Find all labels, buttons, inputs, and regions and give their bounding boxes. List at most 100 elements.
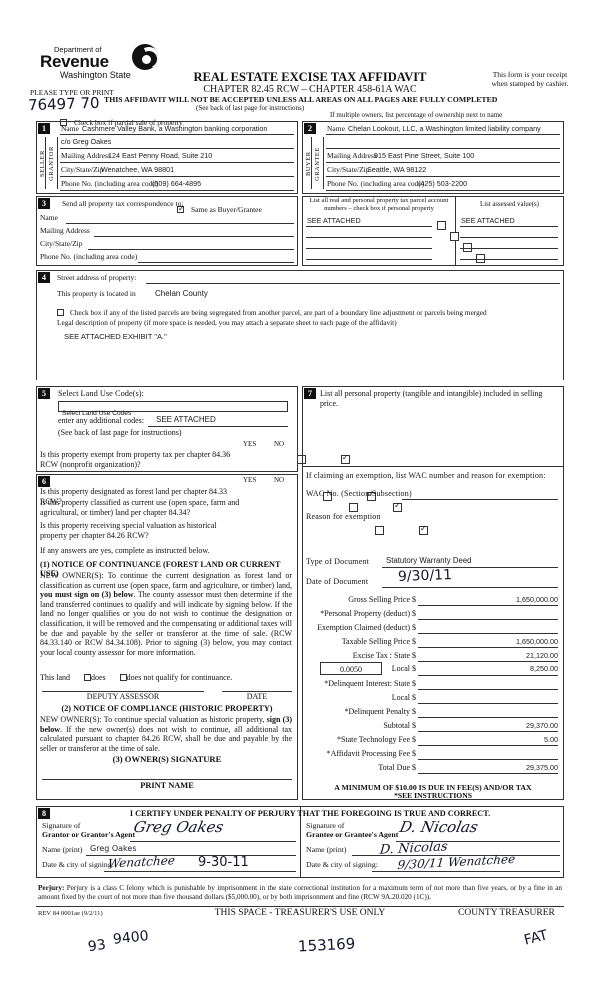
section-8-divider [300, 806, 301, 878]
grantor-signature-rule [130, 840, 296, 842]
buyer-city-value[interactable]: Seattle, WA 98122 [367, 165, 427, 174]
amount-rule-10 [418, 744, 558, 746]
same-as-buyer-label: Same as Buyer/Grantee [191, 205, 262, 214]
amount-value-10[interactable]: 5.00 [544, 735, 558, 744]
amount-label-7: Local [391, 693, 410, 702]
amount-value-3[interactable]: 1,650,000.00 [516, 637, 558, 646]
owner-signature-rule[interactable] [42, 778, 292, 780]
buyer-mailing-value[interactable]: 915 East Pine Street, Suite 100 [374, 151, 475, 160]
date-of-document-value[interactable]: 9/30/11 [397, 567, 453, 585]
section-5-number: 5 [38, 388, 50, 399]
located-in-label: This property is located in [57, 289, 136, 298]
certify-statement: I CERTIFY UNDER PENALTY OF PERJURY THAT … [129, 809, 491, 818]
historic-valuation-no-checkbox[interactable] [419, 524, 428, 535]
section-2-box [302, 121, 564, 194]
land-use-see-back: (See back of last page for instructions) [58, 428, 182, 437]
this-land-row[interactable]: This land does does not qualify for cont… [40, 667, 232, 685]
grantee-name-rule [352, 854, 560, 856]
corr-phone-label: Phone No. (including area code) [40, 252, 138, 261]
seller-side-rail [45, 137, 58, 189]
amount-value-5[interactable]: 8,250.00 [530, 664, 558, 673]
grantor-date-rule [104, 870, 296, 872]
deputy-assessor-rule [42, 690, 204, 692]
grantee-signature[interactable]: D. Nicolas [398, 818, 480, 836]
dollar-sign-11: $ [412, 749, 416, 758]
local-rate-box[interactable]: 0.0050 [320, 662, 382, 675]
seller-city-value[interactable]: Wenatchee, WA 98801 [101, 165, 175, 174]
seller-care-of-value[interactable]: c/o Greg Oakes [61, 137, 112, 146]
amount-rule-12 [418, 772, 558, 774]
local-rate-value: 0.0050 [340, 665, 362, 674]
buyer-side-rail [311, 137, 324, 189]
grantor-signature[interactable]: Greg Oakes [132, 818, 226, 836]
historic-valuation-question: Is this property receiving special valua… [40, 521, 217, 540]
parcel-value-0[interactable]: SEE ATTACHED [307, 216, 361, 225]
personal-property-value[interactable] [320, 412, 556, 462]
affidavit-notice: THIS AFFIDAVIT WILL NOT BE ACCEPTED UNLE… [104, 95, 498, 104]
current-use-no-checkbox[interactable] [393, 501, 402, 512]
segregated-checkbox[interactable] [57, 309, 64, 316]
section6-no-label: NO [274, 476, 285, 484]
current-use-question: Is this property classified as current u… [40, 498, 240, 517]
section5-no-label: NO [274, 440, 285, 448]
land-use-dropdown[interactable]: Select Land Use Codes [58, 401, 288, 417]
same-as-buyer-checkbox[interactable] [177, 204, 185, 213]
amount-value-4[interactable]: 21,120.00 [526, 651, 558, 660]
buyer-phone-value[interactable]: (425) 503-2200 [418, 179, 468, 188]
seller-name-value[interactable]: Cashmere Valley Bank, a Washington banki… [82, 124, 268, 133]
amount-label-5: Local [391, 664, 410, 673]
section-1-box [36, 121, 298, 194]
additional-codes-value[interactable]: SEE ATTACHED [156, 415, 216, 424]
seller-phone-value[interactable]: (509) 664-4895 [152, 179, 202, 188]
current-use-yes-checkbox[interactable] [349, 503, 358, 512]
grantor-date-value[interactable]: 9-30-11 [198, 855, 249, 870]
buyer-mailing-label: Mailing Address [327, 151, 377, 160]
forest-land-no-checkbox[interactable] [367, 490, 376, 501]
if-any-yes-note: If any answers are yes, complete as inst… [40, 546, 210, 555]
parcel-personal-property-checkbox-0[interactable] [437, 221, 446, 230]
does-qualify-checkbox[interactable] [84, 674, 91, 681]
seller-mailing-value[interactable]: 124 East Penny Road, Suite 210 [108, 151, 213, 160]
assessed-rule-1 [460, 236, 558, 238]
exempt-yes-checkbox[interactable] [297, 455, 306, 464]
assessed-value-0[interactable]: SEE ATTACHED [461, 216, 515, 225]
same-as-buyer-row[interactable]: Same as Buyer/Grantee [177, 199, 262, 217]
grantor-name-value[interactable]: Greg Oakes [90, 844, 137, 853]
buyer-name-value[interactable]: Chelan Lookout, LLC, a Washington limite… [348, 124, 541, 133]
grantee-label: GRANTEE [314, 147, 321, 181]
exempt-no-checkbox[interactable] [341, 453, 350, 464]
land-use-heading: Select Land Use Code(s): [58, 389, 144, 398]
buyer-city-rule [326, 175, 560, 177]
segregated-label: Check box if any of the listed parcels a… [70, 308, 487, 317]
partial-sale-checkbox-row[interactable]: Check box if partial sale of property [60, 112, 183, 130]
exempt-question: Is this property exempt from property ta… [40, 450, 231, 469]
section-6-number: 6 [38, 476, 50, 487]
dollar-sign-6: $ [412, 679, 416, 688]
grantor-name-rule [86, 854, 296, 856]
assessor-date-label: DATE [246, 692, 268, 701]
parcel-personal-property-checkbox-2[interactable] [463, 243, 472, 252]
amount-value-12[interactable]: 29,375.00 [526, 763, 558, 772]
historic-valuation-yes-checkbox[interactable] [375, 526, 384, 535]
amount-rule-3 [418, 646, 558, 648]
amount-rule-6 [418, 688, 558, 690]
notice2-body-b: . If the new owner(s) does not wish to c… [40, 724, 292, 753]
type-of-document-value[interactable]: Statutory Warranty Deed [386, 556, 472, 565]
buyer-label: BUYER [305, 151, 312, 177]
legal-description-value[interactable]: SEE ATTACHED EXHIBIT "A." [64, 332, 167, 341]
additional-codes-label: enter any additional codes: [58, 416, 144, 425]
partial-sale-checkbox[interactable] [60, 119, 67, 126]
amount-value-9[interactable]: 29,370.00 [526, 721, 558, 730]
parcel-personal-property-checkbox-3[interactable] [476, 254, 485, 263]
amount-value-0[interactable]: 1,650,000.00 [516, 595, 558, 604]
parcel-rule-3 [306, 258, 432, 260]
segregated-row[interactable]: Check box if any of the listed parcels a… [57, 302, 487, 320]
parcel-personal-property-checkbox-1[interactable] [450, 232, 459, 241]
located-in-value[interactable]: Chelan County [155, 289, 208, 298]
notice1-body-bold: you must sign on (3) below [40, 590, 134, 600]
does-not-qualify-checkbox[interactable] [119, 674, 127, 681]
dollar-sign-0: $ [412, 595, 416, 604]
corr-city-rule [88, 248, 294, 250]
notice1-body-a: NEW OWNER(S): To continue the current de… [40, 571, 292, 590]
forest-land-yes-checkbox[interactable] [323, 492, 332, 501]
